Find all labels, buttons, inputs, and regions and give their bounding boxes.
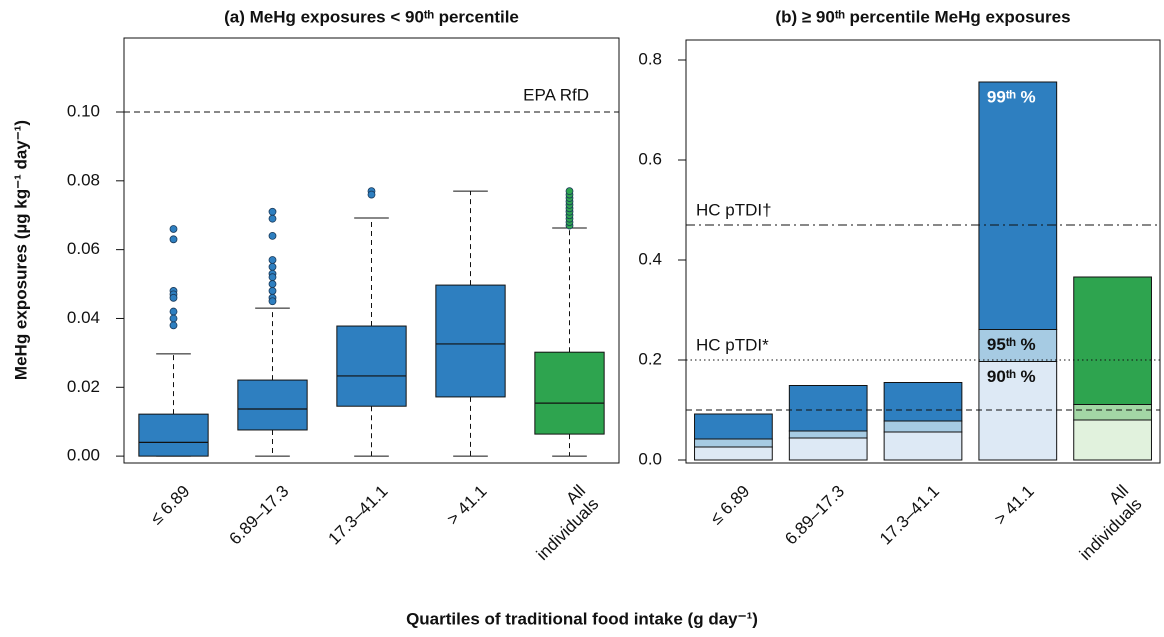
bar-segment xyxy=(978,361,1058,461)
outlier xyxy=(169,235,178,244)
outlier xyxy=(169,293,178,302)
y-tick-label: 0.00 xyxy=(67,446,100,465)
x-tick-label: 17.3–41.1 xyxy=(876,482,943,549)
y-tick-label: 0.02 xyxy=(67,377,100,396)
bar-segment xyxy=(1073,276,1152,405)
segment-label: 99ᵗʰ % xyxy=(987,87,1036,106)
x-tick-label: ≤ 6.89 xyxy=(707,482,754,529)
reference-label: EPA RfD xyxy=(523,85,589,104)
outlier xyxy=(367,190,376,199)
outlier xyxy=(268,280,277,288)
box xyxy=(138,413,209,457)
bar-segment xyxy=(788,385,868,432)
bar-segment xyxy=(978,329,1058,362)
panel-title: (b) ≥ 90ᵗʰ percentile MeHg exposures xyxy=(775,7,1070,26)
outlier xyxy=(169,225,178,233)
bar-segment xyxy=(694,413,773,440)
y-tick-label: 0.08 xyxy=(67,170,100,189)
y-tick-label: 0.06 xyxy=(67,239,100,258)
y-tick-label: 0.10 xyxy=(67,101,100,120)
plot-frame xyxy=(123,37,620,464)
bar-segment xyxy=(883,431,963,461)
y-tick-label: 0.4 xyxy=(638,249,662,268)
segment-label: 90ᵗʰ % xyxy=(987,367,1036,386)
x-tick-label: ≤ 6.89 xyxy=(147,482,194,529)
outlier xyxy=(565,187,574,196)
box xyxy=(534,351,605,435)
outlier xyxy=(268,231,277,240)
bar-segment xyxy=(788,437,868,461)
x-tick-label: 17.3–41.1 xyxy=(325,482,392,549)
box xyxy=(237,379,308,431)
bar-segment xyxy=(1073,419,1152,461)
segment-label: 95ᵗʰ % xyxy=(987,335,1036,354)
outlier xyxy=(268,256,277,264)
x-tick-label: 6.89–17.3 xyxy=(781,482,848,549)
bar-segment xyxy=(883,382,963,422)
outlier xyxy=(268,214,277,223)
bar-segment xyxy=(788,430,868,439)
box xyxy=(435,284,506,398)
x-tick-label: Allindividuals xyxy=(1063,482,1146,565)
x-axis-label: Quartiles of traditional food intake (g … xyxy=(406,609,758,628)
x-tick-label: > 41.1 xyxy=(991,482,1038,529)
panel-title: (a) MeHg exposures < 90ᵗʰ percentile xyxy=(224,7,519,26)
bar-segment xyxy=(978,81,1058,330)
outlier xyxy=(169,307,178,316)
outlier xyxy=(268,207,277,216)
plot-frame xyxy=(685,39,1161,464)
outlier xyxy=(169,314,178,323)
outlier xyxy=(169,321,178,330)
x-tick-label: 6.89–17.3 xyxy=(226,482,293,549)
box xyxy=(336,325,407,407)
outlier xyxy=(268,297,277,306)
reference-label: HC pTDI† xyxy=(696,200,772,219)
bar-segment xyxy=(694,446,773,461)
bar-segment xyxy=(1073,404,1152,421)
y-tick-label: 0.0 xyxy=(638,449,662,468)
y-tick-label: 0.04 xyxy=(67,308,100,327)
outlier xyxy=(268,262,277,271)
bar-segment xyxy=(883,420,963,433)
x-tick-label: Allindividuals xyxy=(520,482,603,565)
y-tick-label: 0.8 xyxy=(638,49,662,68)
outlier xyxy=(268,273,277,282)
y-tick-label: 0.6 xyxy=(638,149,662,168)
y-tick-label: 0.2 xyxy=(638,349,662,368)
reference-label: HC pTDI* xyxy=(696,335,769,354)
x-tick-label: > 41.1 xyxy=(443,482,490,529)
outlier xyxy=(268,287,277,295)
y-axis-label: MeHg exposures (µg kg⁻¹ day⁻¹) xyxy=(11,120,30,380)
bar-segment xyxy=(694,438,773,448)
